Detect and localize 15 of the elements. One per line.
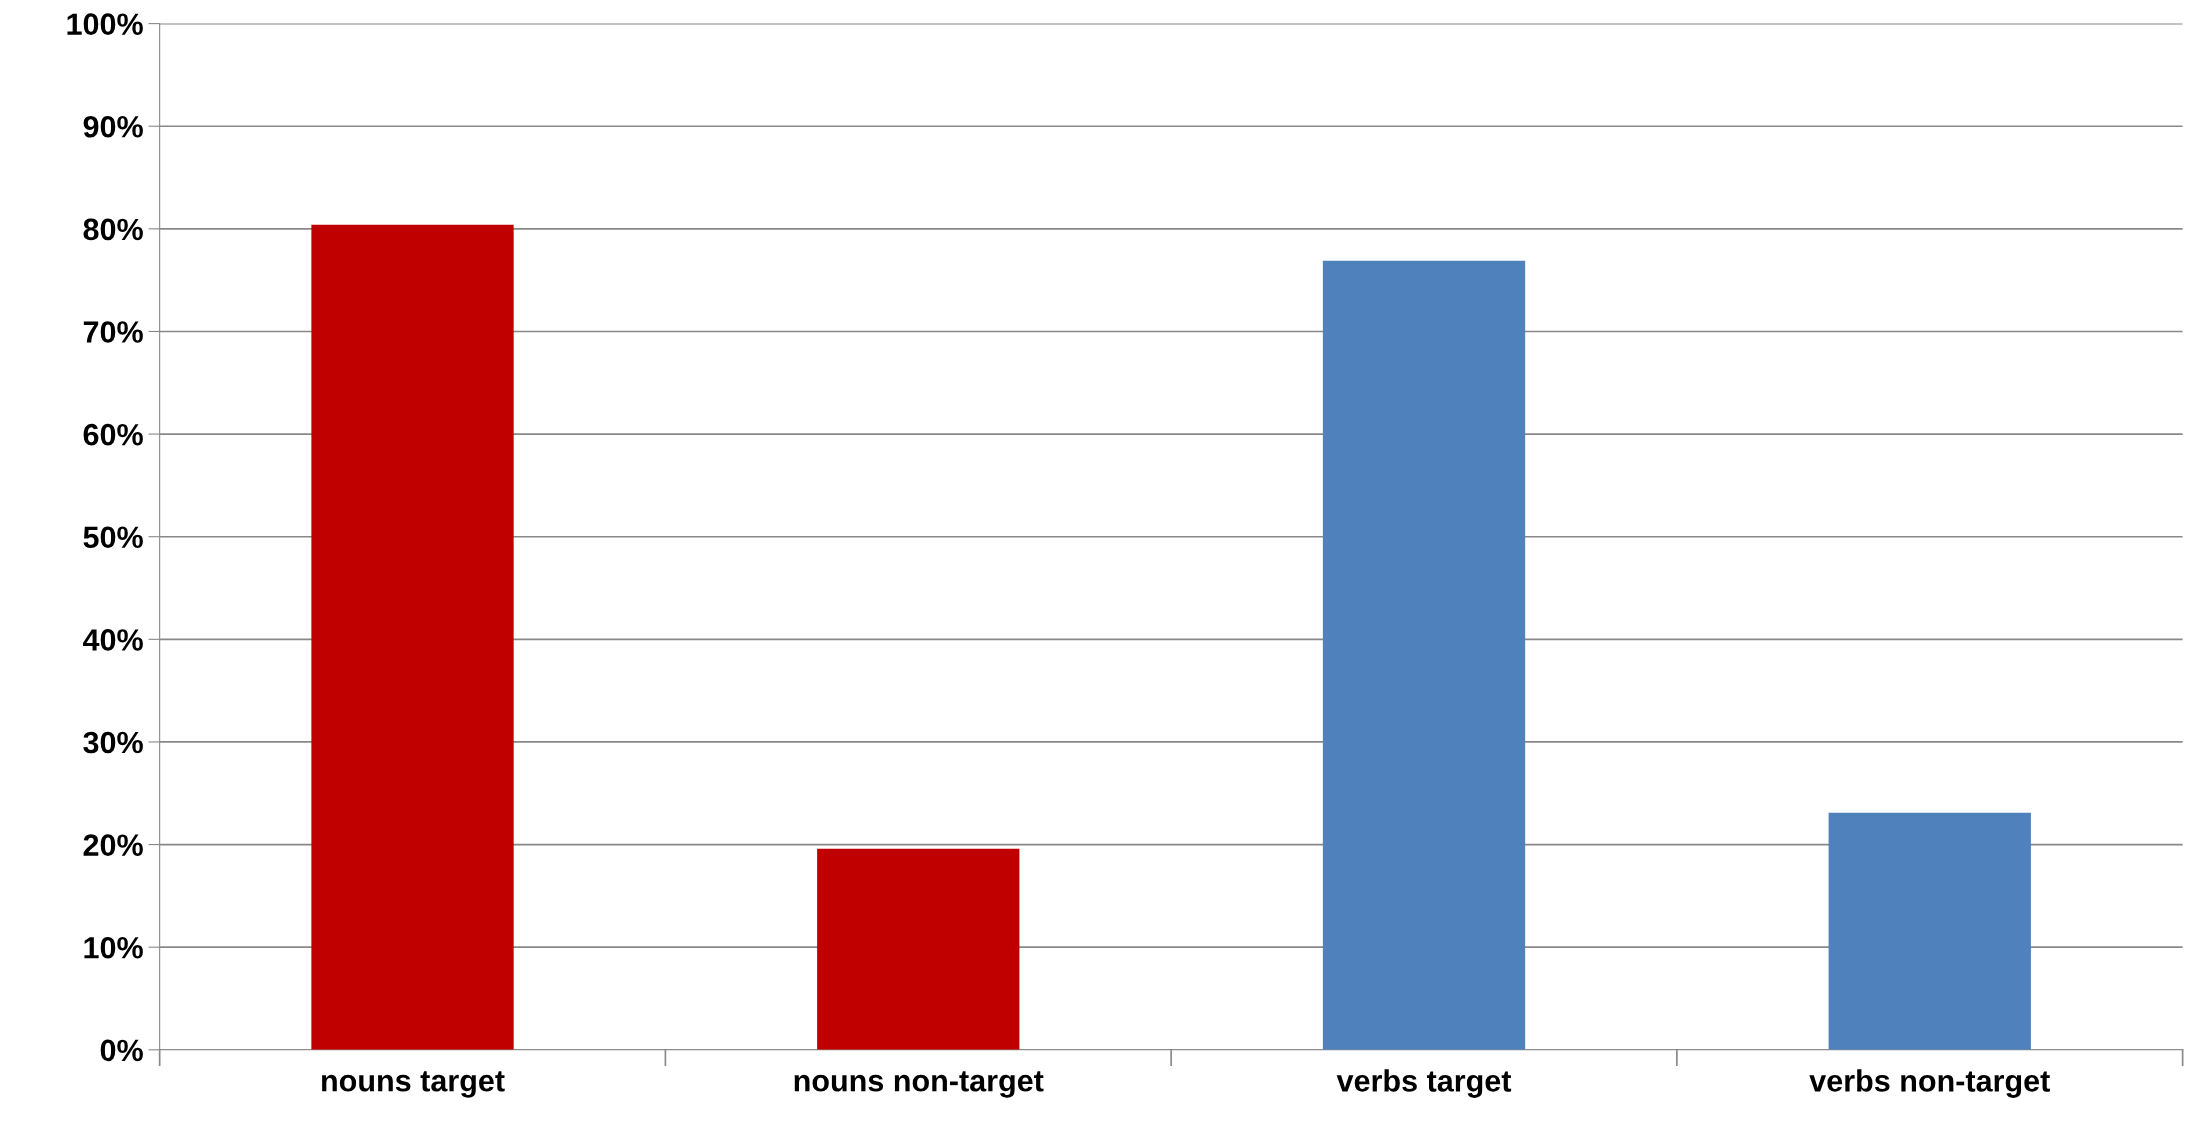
x-tick-label: nouns target [322,1071,505,1098]
x-tick-label: verbs non-target [1809,1069,2050,1098]
y-tick-label: 60% [83,423,143,446]
y-tick-label: 70% [83,321,143,343]
y-tick-label: 90% [83,115,143,138]
y-tick-label: 80% [83,218,143,241]
y-tick-label: 10% [84,936,143,959]
y-tick-label: 30% [83,731,143,754]
y-tick-label: 20% [83,834,143,856]
y-tick-label: 100% [67,13,143,35]
y-tick-label: 50% [83,526,143,549]
y-tick-label: 40% [82,629,143,651]
x-tick-label: nouns non-target [794,1071,1044,1098]
x-tick-label: verbs target [1336,1069,1512,1098]
y-tick-label: 0% [100,1039,143,1062]
